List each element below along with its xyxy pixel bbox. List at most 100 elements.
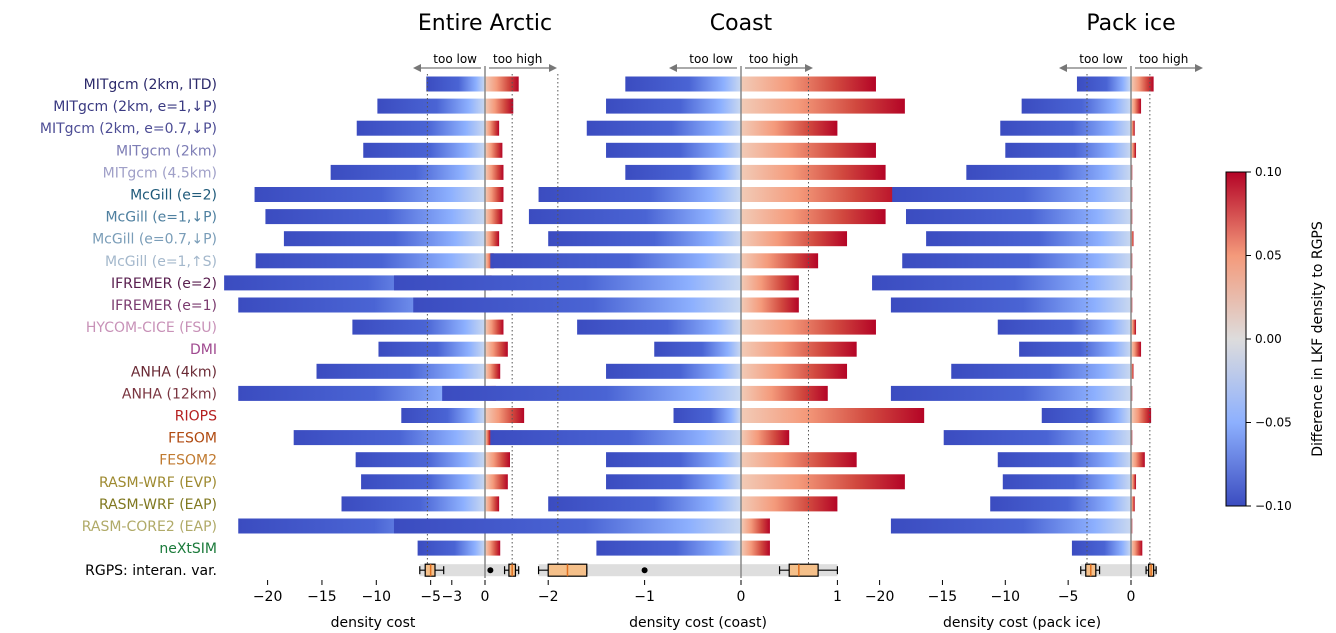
- panel-title-entire-arctic: Entire Arctic: [418, 11, 552, 36]
- colorbar-tick-label: 0.10: [1255, 165, 1282, 179]
- bar-negative: [606, 452, 741, 468]
- too-low-arrowhead: [413, 64, 421, 72]
- bar-negative: [528, 209, 741, 225]
- colorbar: 0.10 0.05 0.00 −0.05 −0.10: [1225, 165, 1292, 513]
- panel-title-pack-ice: Pack ice: [1086, 11, 1175, 36]
- model-label: HYCOM-CICE (FSU): [86, 320, 217, 336]
- bar-positive: [485, 98, 514, 114]
- bar-negative: [238, 385, 485, 401]
- bar-positive: [1131, 363, 1134, 379]
- bar-positive: [1131, 474, 1137, 490]
- bar-negative: [892, 187, 1131, 202]
- bar-negative: [316, 363, 485, 379]
- bar-positive: [485, 209, 503, 225]
- bar-negative: [926, 231, 1131, 247]
- model-label: IFREMER (e=2): [111, 276, 217, 292]
- bar-positive: [485, 408, 525, 423]
- bar-negative: [890, 385, 1131, 401]
- bar-negative: [442, 385, 741, 401]
- bar-negative: [265, 209, 485, 225]
- bar-negative: [872, 275, 1131, 291]
- bar-negative: [1041, 408, 1131, 423]
- model-label: neXtSIM: [159, 541, 217, 557]
- model-label: RASM-WRF (EVP): [99, 475, 217, 491]
- bar-positive: [485, 363, 501, 379]
- bar-positive: [1131, 496, 1135, 512]
- model-label: ANHA (4km): [131, 364, 217, 380]
- bar-negative: [905, 209, 1131, 225]
- bar-positive: [485, 430, 491, 446]
- bar-positive: [1131, 452, 1145, 468]
- bar-negative: [393, 275, 741, 291]
- bar-negative: [355, 452, 485, 468]
- bar-positive: [741, 518, 770, 534]
- model-label: RGPS: interan. var.: [85, 563, 217, 579]
- bar-positive: [485, 496, 500, 512]
- x-tick-label: −5: [1058, 589, 1079, 605]
- bar-negative: [490, 430, 741, 446]
- panel-pack-ice: Pack ice density cost (pack ice) too low…: [865, 11, 1203, 631]
- bar-positive: [485, 187, 504, 202]
- bar-negative: [363, 142, 485, 158]
- x-axis-label-entire-arctic: density cost: [331, 615, 416, 631]
- x-axis-label-coast: density cost (coast): [629, 615, 767, 631]
- model-label: McGill (e=2): [130, 188, 217, 204]
- model-label: MITgcm (2km, e=0.7,↓P): [40, 121, 217, 137]
- rgps-variability-band: [419, 564, 519, 577]
- model-label: MITgcm (4.5km): [103, 165, 217, 181]
- rgps-outlier: [487, 567, 494, 574]
- too-high-label: too high: [1139, 52, 1188, 66]
- bar-positive: [485, 142, 503, 158]
- colorbar-tick-label: 0.00: [1255, 332, 1282, 346]
- bar-positive: [741, 408, 925, 423]
- too-high-arrowhead: [805, 64, 813, 72]
- colorbar-tick-label: −0.05: [1255, 416, 1292, 430]
- x-tick-label: −2: [538, 589, 559, 605]
- bar-positive: [1131, 540, 1143, 556]
- x-tick-label: 0: [481, 589, 490, 605]
- model-label: MITgcm (2km, ITD): [84, 77, 217, 93]
- too-low-label: too low: [1079, 52, 1123, 66]
- model-label: MITgcm (2km, e=1,↓P): [53, 99, 217, 115]
- bar-negative: [1019, 341, 1131, 357]
- bar-negative: [654, 341, 741, 357]
- bar-negative: [596, 540, 741, 556]
- bar-positive: [741, 231, 848, 247]
- bar-negative: [548, 496, 741, 512]
- bar-negative: [1076, 76, 1131, 92]
- model-label: McGill (e=1,↓P): [105, 210, 217, 226]
- bar-negative: [330, 164, 485, 180]
- too-low-label: too low: [433, 52, 477, 66]
- model-label: MITgcm (2km): [116, 143, 217, 159]
- bar-negative: [890, 297, 1131, 313]
- bar-negative: [673, 408, 741, 423]
- bar-positive: [485, 231, 500, 247]
- x-tick-label: −15: [307, 589, 337, 605]
- model-label: RIOPS: [175, 409, 217, 425]
- bar-positive: [741, 297, 799, 313]
- bar-negative: [393, 518, 741, 534]
- bar-negative: [255, 253, 485, 269]
- x-tick-label: 1: [833, 589, 842, 605]
- bar-negative: [990, 496, 1131, 512]
- colorbar-label: Difference in LKF density to RGPS: [1310, 221, 1326, 457]
- bar-positive: [741, 120, 838, 136]
- bar-negative: [283, 231, 485, 247]
- x-tick-label: −10: [991, 589, 1021, 605]
- rgps-boxplot: [1080, 563, 1101, 577]
- rgps-boxplot: [503, 563, 520, 577]
- model-label: RASM-CORE2 (EAP): [82, 519, 217, 535]
- model-labels: MITgcm (2km, ITD) MITgcm (2km, e=1,↓P) MIT…: [40, 77, 217, 579]
- bar-negative: [417, 540, 485, 556]
- bar-negative: [377, 98, 485, 114]
- too-high-arrowhead: [549, 64, 557, 72]
- bar-negative: [997, 319, 1131, 335]
- bar-positive: [485, 120, 500, 136]
- panel-title-coast: Coast: [710, 11, 773, 36]
- bar-negative: [378, 341, 485, 357]
- bar-positive: [1131, 120, 1135, 136]
- model-label: McGill (e=0.7,↓P): [92, 232, 217, 248]
- bar-negative: [997, 452, 1131, 468]
- model-label: McGill (e=1,↑S): [105, 254, 217, 270]
